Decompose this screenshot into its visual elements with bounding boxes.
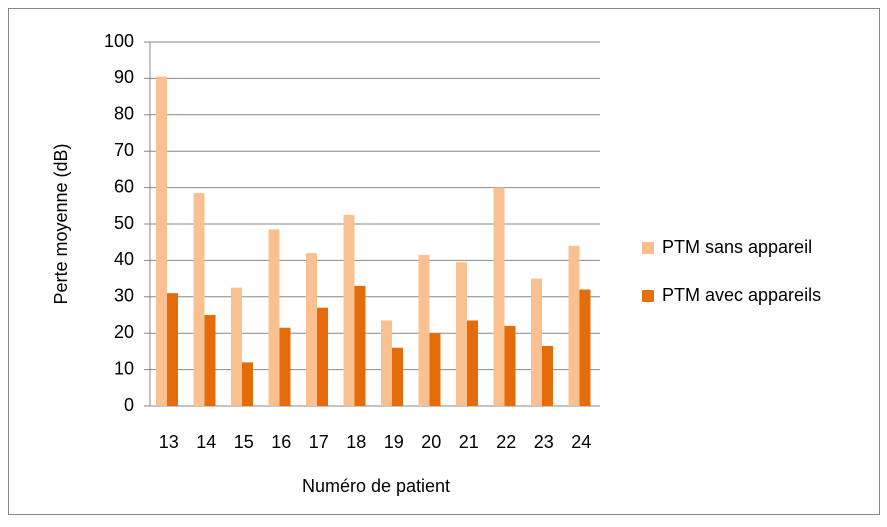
- bar: [381, 320, 392, 406]
- bar: [204, 315, 216, 406]
- x-tick-label: 16: [271, 432, 291, 452]
- x-tick-label: 23: [534, 432, 554, 452]
- bar: [242, 362, 253, 406]
- bar: [306, 253, 317, 406]
- bar: [354, 285, 366, 406]
- x-tick-label: 20: [421, 432, 441, 452]
- bar: [568, 245, 580, 406]
- x-tick-label: 14: [196, 432, 216, 452]
- bar: [156, 76, 167, 406]
- y-tick-label: 0: [124, 395, 134, 415]
- x-tick-label: 22: [496, 432, 516, 452]
- bar: [392, 347, 403, 406]
- bar: [279, 327, 291, 406]
- legend-label: PTM avec appareils: [662, 285, 821, 305]
- legend-swatch: [642, 242, 654, 254]
- y-axis-title: Perte moyenne (dB): [51, 143, 71, 304]
- y-tick-label: 40: [114, 249, 134, 269]
- y-tick-label: 50: [114, 213, 134, 233]
- bar: [504, 325, 516, 406]
- y-tick-label: 30: [114, 286, 134, 306]
- bar: [167, 293, 178, 406]
- bar: [456, 262, 467, 406]
- x-tick-label: 13: [159, 432, 179, 452]
- y-tick-label: 80: [114, 104, 134, 124]
- x-tick-label: 21: [459, 432, 479, 452]
- bar: [579, 289, 591, 406]
- y-tick-label: 100: [104, 31, 134, 51]
- y-tick-label: 20: [114, 322, 134, 342]
- x-tick-label: 19: [384, 432, 404, 452]
- x-tick-label: 15: [234, 432, 254, 452]
- bar: [343, 214, 355, 406]
- x-tick-label: 18: [346, 432, 366, 452]
- legend-label: PTM sans appareil: [662, 237, 812, 257]
- x-tick-label: 17: [309, 432, 329, 452]
- y-tick-label: 70: [114, 140, 134, 160]
- bar: [418, 254, 430, 406]
- y-tick-label: 90: [114, 67, 134, 87]
- y-tick-label: 60: [114, 176, 134, 196]
- bar: [493, 187, 505, 406]
- bar: [429, 333, 441, 406]
- bar: [467, 320, 478, 406]
- bar: [531, 278, 542, 406]
- legend-swatch: [642, 290, 654, 302]
- y-tick-label: 10: [114, 358, 134, 378]
- x-axis-title: Numéro de patient: [302, 476, 450, 496]
- chart-frame: [8, 8, 880, 515]
- bar: [231, 287, 242, 406]
- bar: [268, 229, 280, 406]
- bar: [193, 193, 205, 406]
- x-tick-label: 24: [571, 432, 591, 452]
- bar: [317, 307, 328, 406]
- bar: [542, 345, 553, 406]
